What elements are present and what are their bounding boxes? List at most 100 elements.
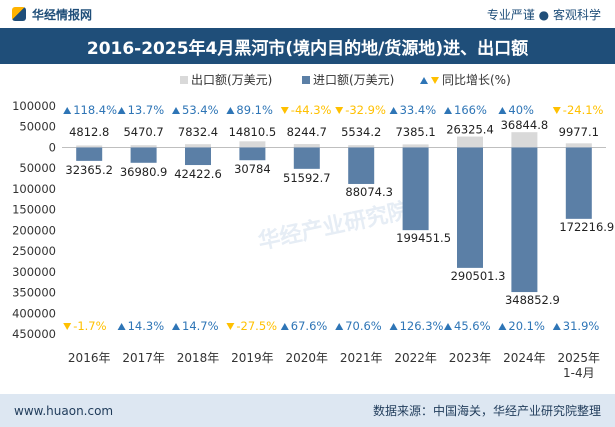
export-growth-label: 89.1% (236, 103, 273, 117)
import-growth-label: 14.7% (182, 319, 219, 333)
legend-swatch-export (180, 76, 188, 84)
legend-growth-down-marker (431, 77, 439, 84)
legend-label-export: 出口额(万美元) (191, 73, 272, 87)
import-value-label: 32365.2 (65, 163, 113, 177)
import-growth-label: 20.1% (508, 319, 545, 333)
chart-title: 2016-2025年4月黑河市(境内目的地/货源地)进、出口额 (86, 38, 529, 59)
export-bar (239, 141, 266, 148)
x-tick-label: 2025年 1-4月 (558, 351, 601, 380)
y-tick-label: 300000 (12, 265, 56, 279)
export-growth-label: 40% (508, 103, 534, 117)
import-growth-label: 14.3% (128, 319, 165, 333)
x-tick-label: 2016年 (68, 351, 111, 365)
x-tick-label: 2020年 (286, 351, 329, 365)
brand-name: 华经情报网 (32, 7, 93, 22)
export-growth-label: -32.9% (345, 103, 386, 117)
legend-swatch-import (302, 76, 310, 84)
import-value-label: 88074.3 (345, 185, 393, 199)
export-bar (348, 145, 375, 148)
import-value-label: 348852.9 (505, 293, 560, 307)
export-bar (293, 144, 320, 148)
export-value-label: 4812.8 (69, 125, 109, 139)
y-tick-label: 100000 (12, 99, 56, 113)
legend-growth-up-marker (420, 77, 428, 84)
import-bar (76, 147, 103, 161)
y-tick-label: 450000 (12, 327, 56, 341)
export-growth-label: 13.7% (128, 103, 165, 117)
export-growth-marker (335, 107, 344, 114)
import-value-label: 51592.7 (283, 171, 331, 185)
import-bar (348, 147, 375, 184)
tagline: 专业严谨 ● 客观科学 (487, 6, 601, 23)
import-value-label: 42422.6 (174, 167, 222, 181)
export-bar (402, 144, 429, 148)
import-growth-label: -27.5% (236, 319, 277, 333)
tagline-separator: ● (538, 7, 550, 22)
import-growth-marker (280, 323, 289, 330)
import-bar (239, 147, 266, 161)
import-value-label: 199451.5 (396, 231, 451, 245)
chart-area: 华经产业研究院 出口额(万美元) 进口额(万美元) 同比增长(%) 100000 5000… (12, 73, 614, 380)
import-bar (185, 147, 211, 166)
import-growth-label: 126.3% (400, 319, 444, 333)
tagline-right: 客观科学 (552, 7, 601, 22)
import-bar (130, 147, 157, 163)
export-bar (76, 145, 103, 148)
import-bar (457, 147, 483, 268)
chart-title-bar: 2016-2025年4月黑河市(境内目的地/货源地)进、出口额 (0, 28, 615, 64)
import-bar (402, 147, 429, 231)
import-growth-marker (335, 323, 344, 330)
export-value-label: 5534.2 (341, 125, 381, 139)
import-growth-marker (63, 323, 72, 330)
export-growth-marker (498, 107, 507, 114)
y-tick-label: 400000 (12, 306, 56, 320)
export-growth-marker (117, 107, 126, 114)
export-value-label: 7385.1 (395, 125, 435, 139)
y-tick-label: 150000 (12, 203, 56, 217)
export-value-label: 8244.7 (287, 125, 327, 139)
top-bar: 华经情报网 专业严谨 ● 客观科学 (0, 0, 615, 28)
import-growth-marker (389, 323, 398, 330)
export-growth-label: 166% (454, 103, 487, 117)
import-growth-label: -1.7% (73, 319, 106, 333)
brand: 华经情报网 (12, 6, 92, 23)
export-growth-marker (280, 107, 289, 114)
export-value-label: 36844.8 (501, 118, 549, 132)
y-tick-label: 50000 (19, 120, 56, 134)
y-tick-label: 100000 (12, 182, 56, 196)
export-bar (185, 144, 211, 148)
x-tick-label: 2019年 (231, 351, 274, 365)
y-tick-label: 50000 (19, 161, 56, 175)
legend-label-growth: 同比增长(%) (442, 73, 511, 87)
import-growth-marker (552, 323, 561, 330)
tagline-left: 专业严谨 (486, 7, 535, 22)
export-bar (130, 145, 157, 148)
export-growth-label: 33.4% (400, 103, 437, 117)
import-value-label: 172216.9 (559, 220, 614, 234)
import-growth-label: 45.6% (454, 319, 491, 333)
import-value-label: 30784 (234, 162, 271, 176)
legend-label-import: 进口额(万美元) (313, 73, 394, 87)
import-growth-marker (498, 323, 507, 330)
footer: www.huaon.com 数据来源：中国海关，华经产业研究院整理 (0, 394, 615, 427)
export-value-label: 14810.5 (229, 125, 277, 139)
export-value-label: 5470.7 (123, 125, 163, 139)
brand-logo-icon (12, 7, 26, 21)
export-growth-marker (226, 107, 235, 114)
import-growth-label: 67.6% (291, 319, 328, 333)
import-bar (565, 147, 592, 219)
x-tick-label: 2018年 (177, 351, 220, 365)
export-growth-marker (389, 107, 398, 114)
export-growth-label: 118.4% (73, 103, 117, 117)
x-tick-label: 2017年 (122, 351, 165, 365)
y-tick-label: 0 (49, 140, 56, 154)
import-growth-marker (226, 323, 235, 330)
export-bar (565, 143, 592, 148)
import-growth-label: 31.9% (563, 319, 600, 333)
export-growth-label: -44.3% (291, 103, 332, 117)
export-bar (457, 136, 483, 148)
footer-url[interactable]: www.huaon.com (14, 403, 114, 418)
import-bar (293, 147, 320, 169)
import-growth-label: 70.6% (345, 319, 382, 333)
x-tick-label: 2021年 (340, 351, 383, 365)
